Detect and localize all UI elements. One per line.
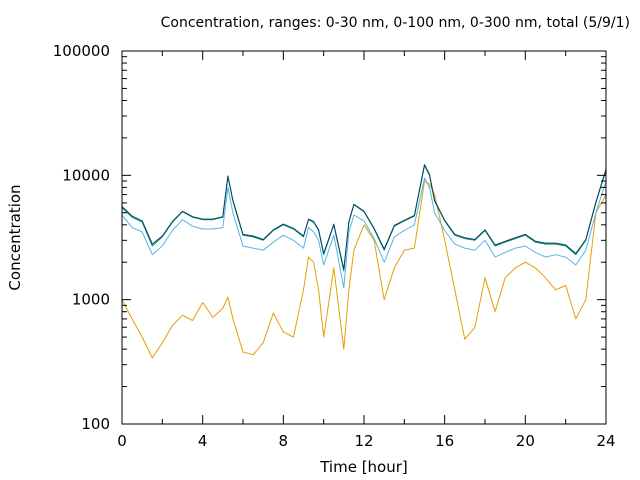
x-tick-label: 4 [198, 432, 208, 450]
x-tick-label: 8 [279, 432, 289, 450]
y-tick-label: 10000 [62, 166, 110, 184]
y-tick-label: 100 [81, 415, 110, 433]
x-tick-label: 0 [117, 432, 127, 450]
plot-frame [121, 50, 607, 425]
x-tick-label: 20 [516, 432, 535, 450]
series-line-2 [121, 177, 607, 289]
axis-layer: 0 4 8 12 16 20 24 100 1000 10000 100000 [53, 42, 616, 450]
x-tick-label: 12 [354, 432, 373, 450]
x-tick-label: 16 [435, 432, 454, 450]
series-layer [121, 164, 607, 359]
y-tick-label: 100000 [53, 42, 110, 60]
x-axis-label: Time [hour] [319, 458, 408, 476]
chart-title: Concentration, ranges: 0-30 nm, 0-100 nm… [160, 15, 630, 31]
y-axis-label: Concentration [6, 184, 24, 290]
y-tick-label: 1000 [72, 291, 110, 309]
x-tick-label: 24 [596, 432, 615, 450]
series-line-3 [121, 165, 607, 272]
series-line-4 [121, 164, 607, 270]
series-line-1 [121, 180, 607, 359]
